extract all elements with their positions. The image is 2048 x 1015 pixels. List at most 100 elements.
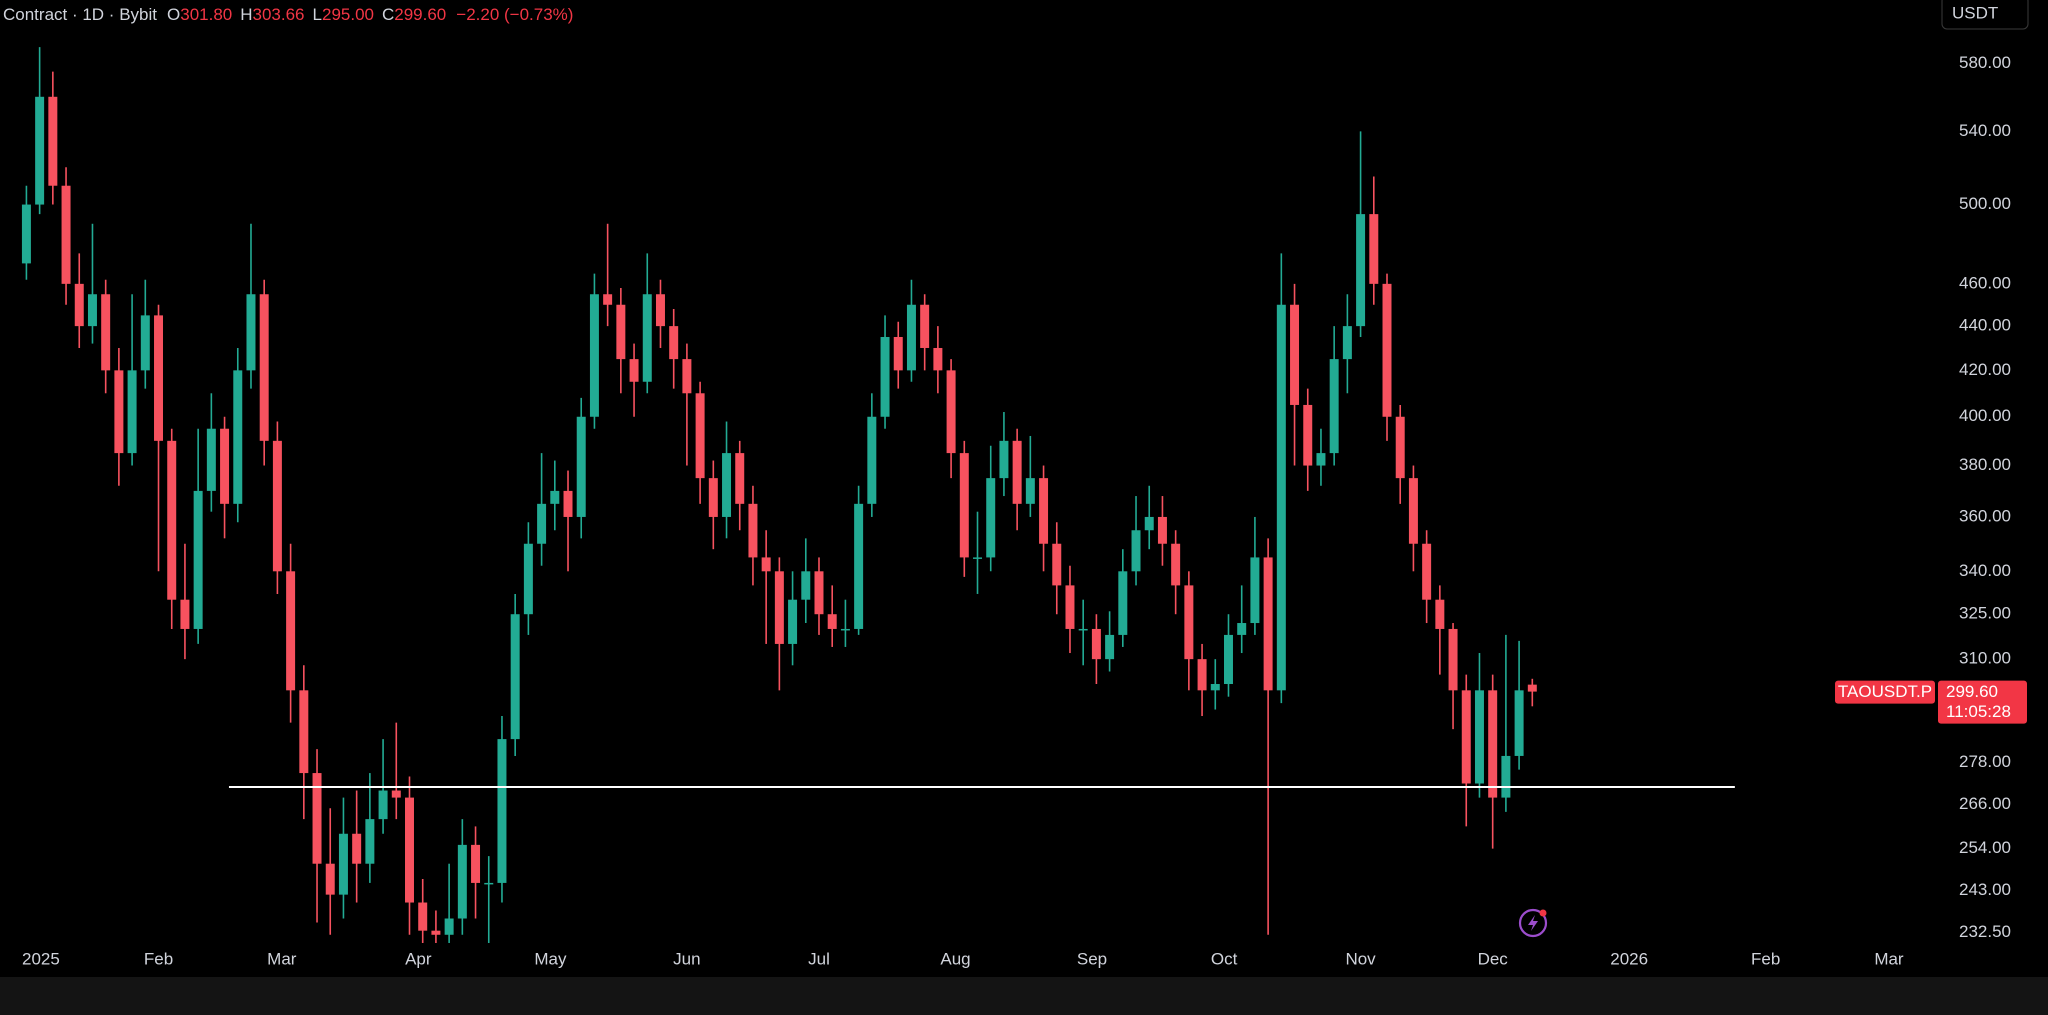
price-tag-value: 299.60 [1946, 682, 1998, 701]
candle-body [1461, 690, 1471, 784]
candle-body [457, 844, 467, 919]
price-tag [1938, 680, 2027, 724]
alert-icon[interactable] [1518, 908, 1548, 938]
candle-body [1474, 690, 1484, 784]
y-tick-label: 310.00 [1959, 649, 2011, 668]
candle-body [352, 833, 362, 864]
candle-body [431, 930, 441, 935]
candle-body [550, 490, 560, 504]
candle-body [259, 294, 269, 441]
candle-body [576, 416, 586, 517]
x-tick-label: 2026 [1610, 949, 1648, 968]
candle-body [973, 557, 982, 559]
candle-body [1488, 690, 1498, 798]
candle-body [695, 393, 705, 479]
candle-body [669, 326, 679, 360]
candle-body [272, 440, 282, 572]
candle-body [761, 557, 771, 572]
candle-body [140, 315, 150, 371]
candle-body [906, 304, 916, 371]
candle-body [1131, 530, 1141, 572]
candle-body [325, 863, 335, 895]
candle-body [286, 571, 296, 691]
y-tick-label: 400.00 [1959, 406, 2011, 425]
ohlc-key: O [167, 5, 181, 24]
x-tick-label: Feb [1751, 949, 1780, 968]
candle-body [1408, 478, 1418, 544]
candle-body [444, 918, 454, 935]
ohlc-value: 299.60 [394, 5, 447, 24]
candle-body [1290, 304, 1300, 405]
x-tick-label: Mar [1874, 949, 1904, 968]
x-tick-label: Oct [1211, 949, 1238, 968]
currency-button[interactable]: USDT [1941, 0, 2029, 30]
candle-body [1052, 543, 1062, 586]
y-tick-label: 500.00 [1959, 194, 2011, 213]
symbol-tag-label: TAOUSDT.P [1838, 682, 1932, 701]
candle-body [312, 773, 322, 864]
candle-body [1171, 543, 1181, 586]
candle-body [1448, 628, 1458, 691]
candle-body [748, 503, 758, 558]
candle-body [299, 690, 309, 774]
candle-body [1395, 416, 1405, 479]
candle-body [87, 294, 97, 327]
x-tick-label: May [534, 949, 567, 968]
candle-body [497, 739, 507, 883]
candle-body [1091, 628, 1101, 660]
candle-body [74, 283, 84, 327]
x-tick-label: Mar [267, 949, 297, 968]
candle-body [101, 294, 111, 371]
candle-body [1184, 585, 1194, 660]
candle-body [1144, 516, 1154, 531]
candle-body [1223, 634, 1233, 685]
candle-body [722, 453, 732, 517]
candle-body [1422, 543, 1432, 600]
y-tick-label: 266.00 [1959, 794, 2011, 813]
currency-label[interactable]: USDT [1952, 3, 1998, 22]
icon-bolt[interactable] [1528, 915, 1538, 931]
x-tick-label: Nov [1345, 949, 1376, 968]
ohlc-value: 295.00 [321, 5, 374, 24]
candle-body [735, 453, 745, 504]
candle-body [933, 347, 943, 371]
candle-body [774, 571, 784, 644]
candle-body [1369, 214, 1379, 284]
candle-body [391, 790, 401, 798]
x-tick-label: Feb [144, 949, 173, 968]
legend: Contract · 1D · Bybit O 301.80 H 303.66 L 295… [3, 2, 573, 28]
candle-body [1276, 304, 1286, 691]
candle-body [1197, 659, 1207, 691]
y-tick-label: 540.00 [1959, 121, 2011, 140]
candle-body [1039, 478, 1049, 544]
candle-body [801, 571, 811, 600]
candle-body [1356, 214, 1366, 327]
candle-body [893, 336, 903, 371]
candle-body [1514, 690, 1524, 756]
candle-body [167, 440, 177, 600]
icon-dot[interactable] [1539, 909, 1547, 917]
candle-body [708, 478, 718, 517]
candle-body [35, 96, 45, 205]
candle-body [378, 790, 388, 820]
ohlc-key: H [240, 5, 253, 24]
candle-body [1210, 684, 1220, 691]
symbol: Contract · 1D · Bybit [3, 5, 157, 24]
candle-body [206, 428, 216, 491]
currency-box[interactable] [1941, 0, 2029, 30]
candle-body [682, 359, 692, 394]
candle-body [999, 440, 1009, 479]
candle-body [233, 370, 243, 504]
ohlc-key: L [312, 5, 322, 24]
candle-body [854, 503, 864, 629]
x-tick-label: Apr [405, 949, 432, 968]
y-tick-label: 380.00 [1959, 455, 2011, 474]
y-tick-label: 440.00 [1959, 316, 2011, 335]
icon-ring[interactable] [1518, 908, 1548, 938]
x-tick-label: Sep [1077, 949, 1107, 968]
x-tick-label: Dec [1478, 949, 1509, 968]
candle-body [959, 453, 969, 558]
ohlc-value: 303.66 [252, 5, 305, 24]
